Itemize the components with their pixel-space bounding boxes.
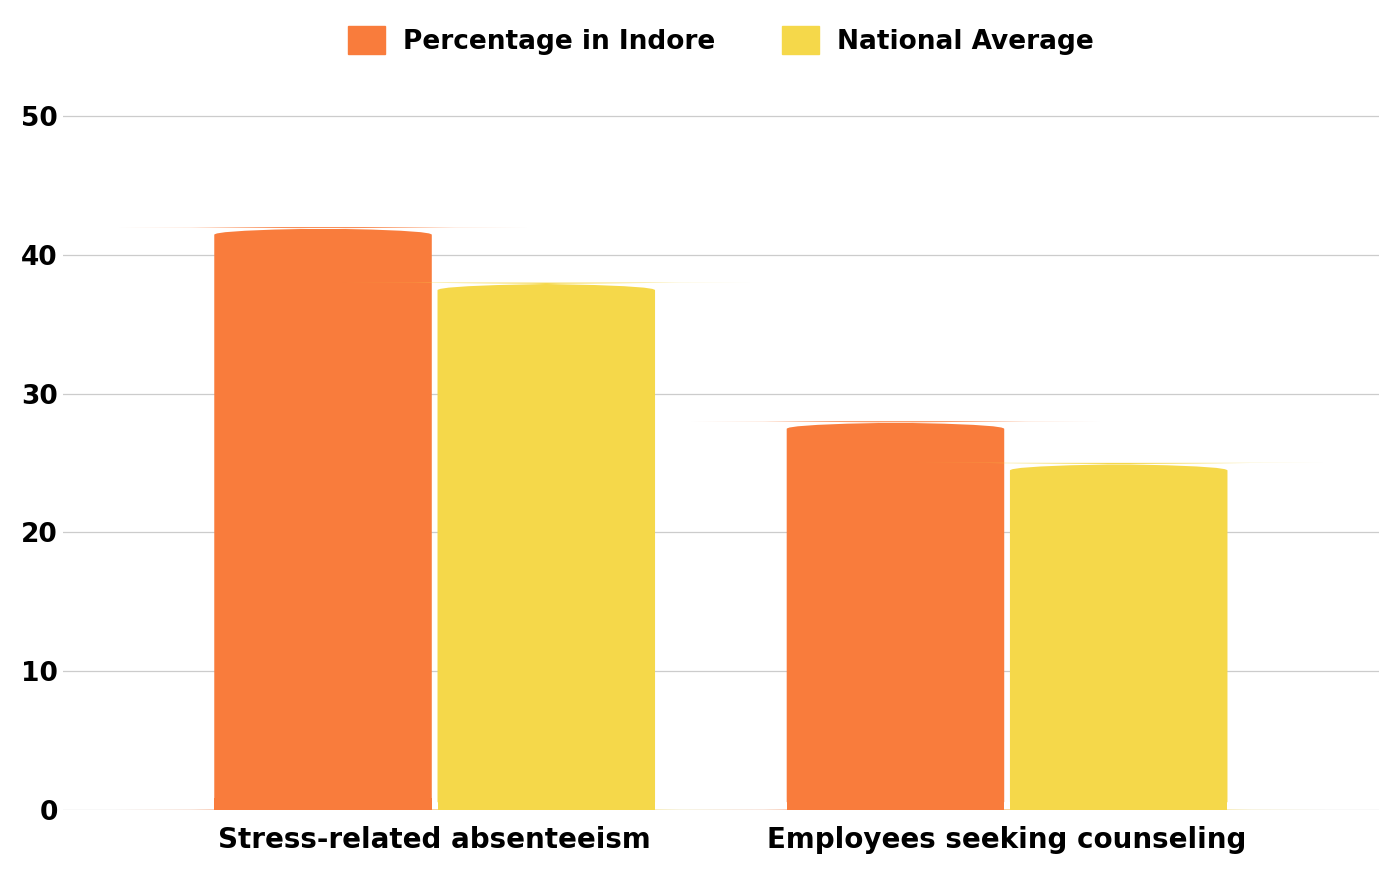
FancyBboxPatch shape [913,463,1324,809]
FancyBboxPatch shape [689,421,1102,809]
Bar [787,798,1004,809]
Bar [1009,798,1228,809]
FancyBboxPatch shape [340,283,752,809]
Bar [438,798,655,809]
Legend: Percentage in Indore, National Average: Percentage in Indore, National Average [337,15,1105,66]
Bar [214,798,431,809]
FancyBboxPatch shape [118,228,529,809]
